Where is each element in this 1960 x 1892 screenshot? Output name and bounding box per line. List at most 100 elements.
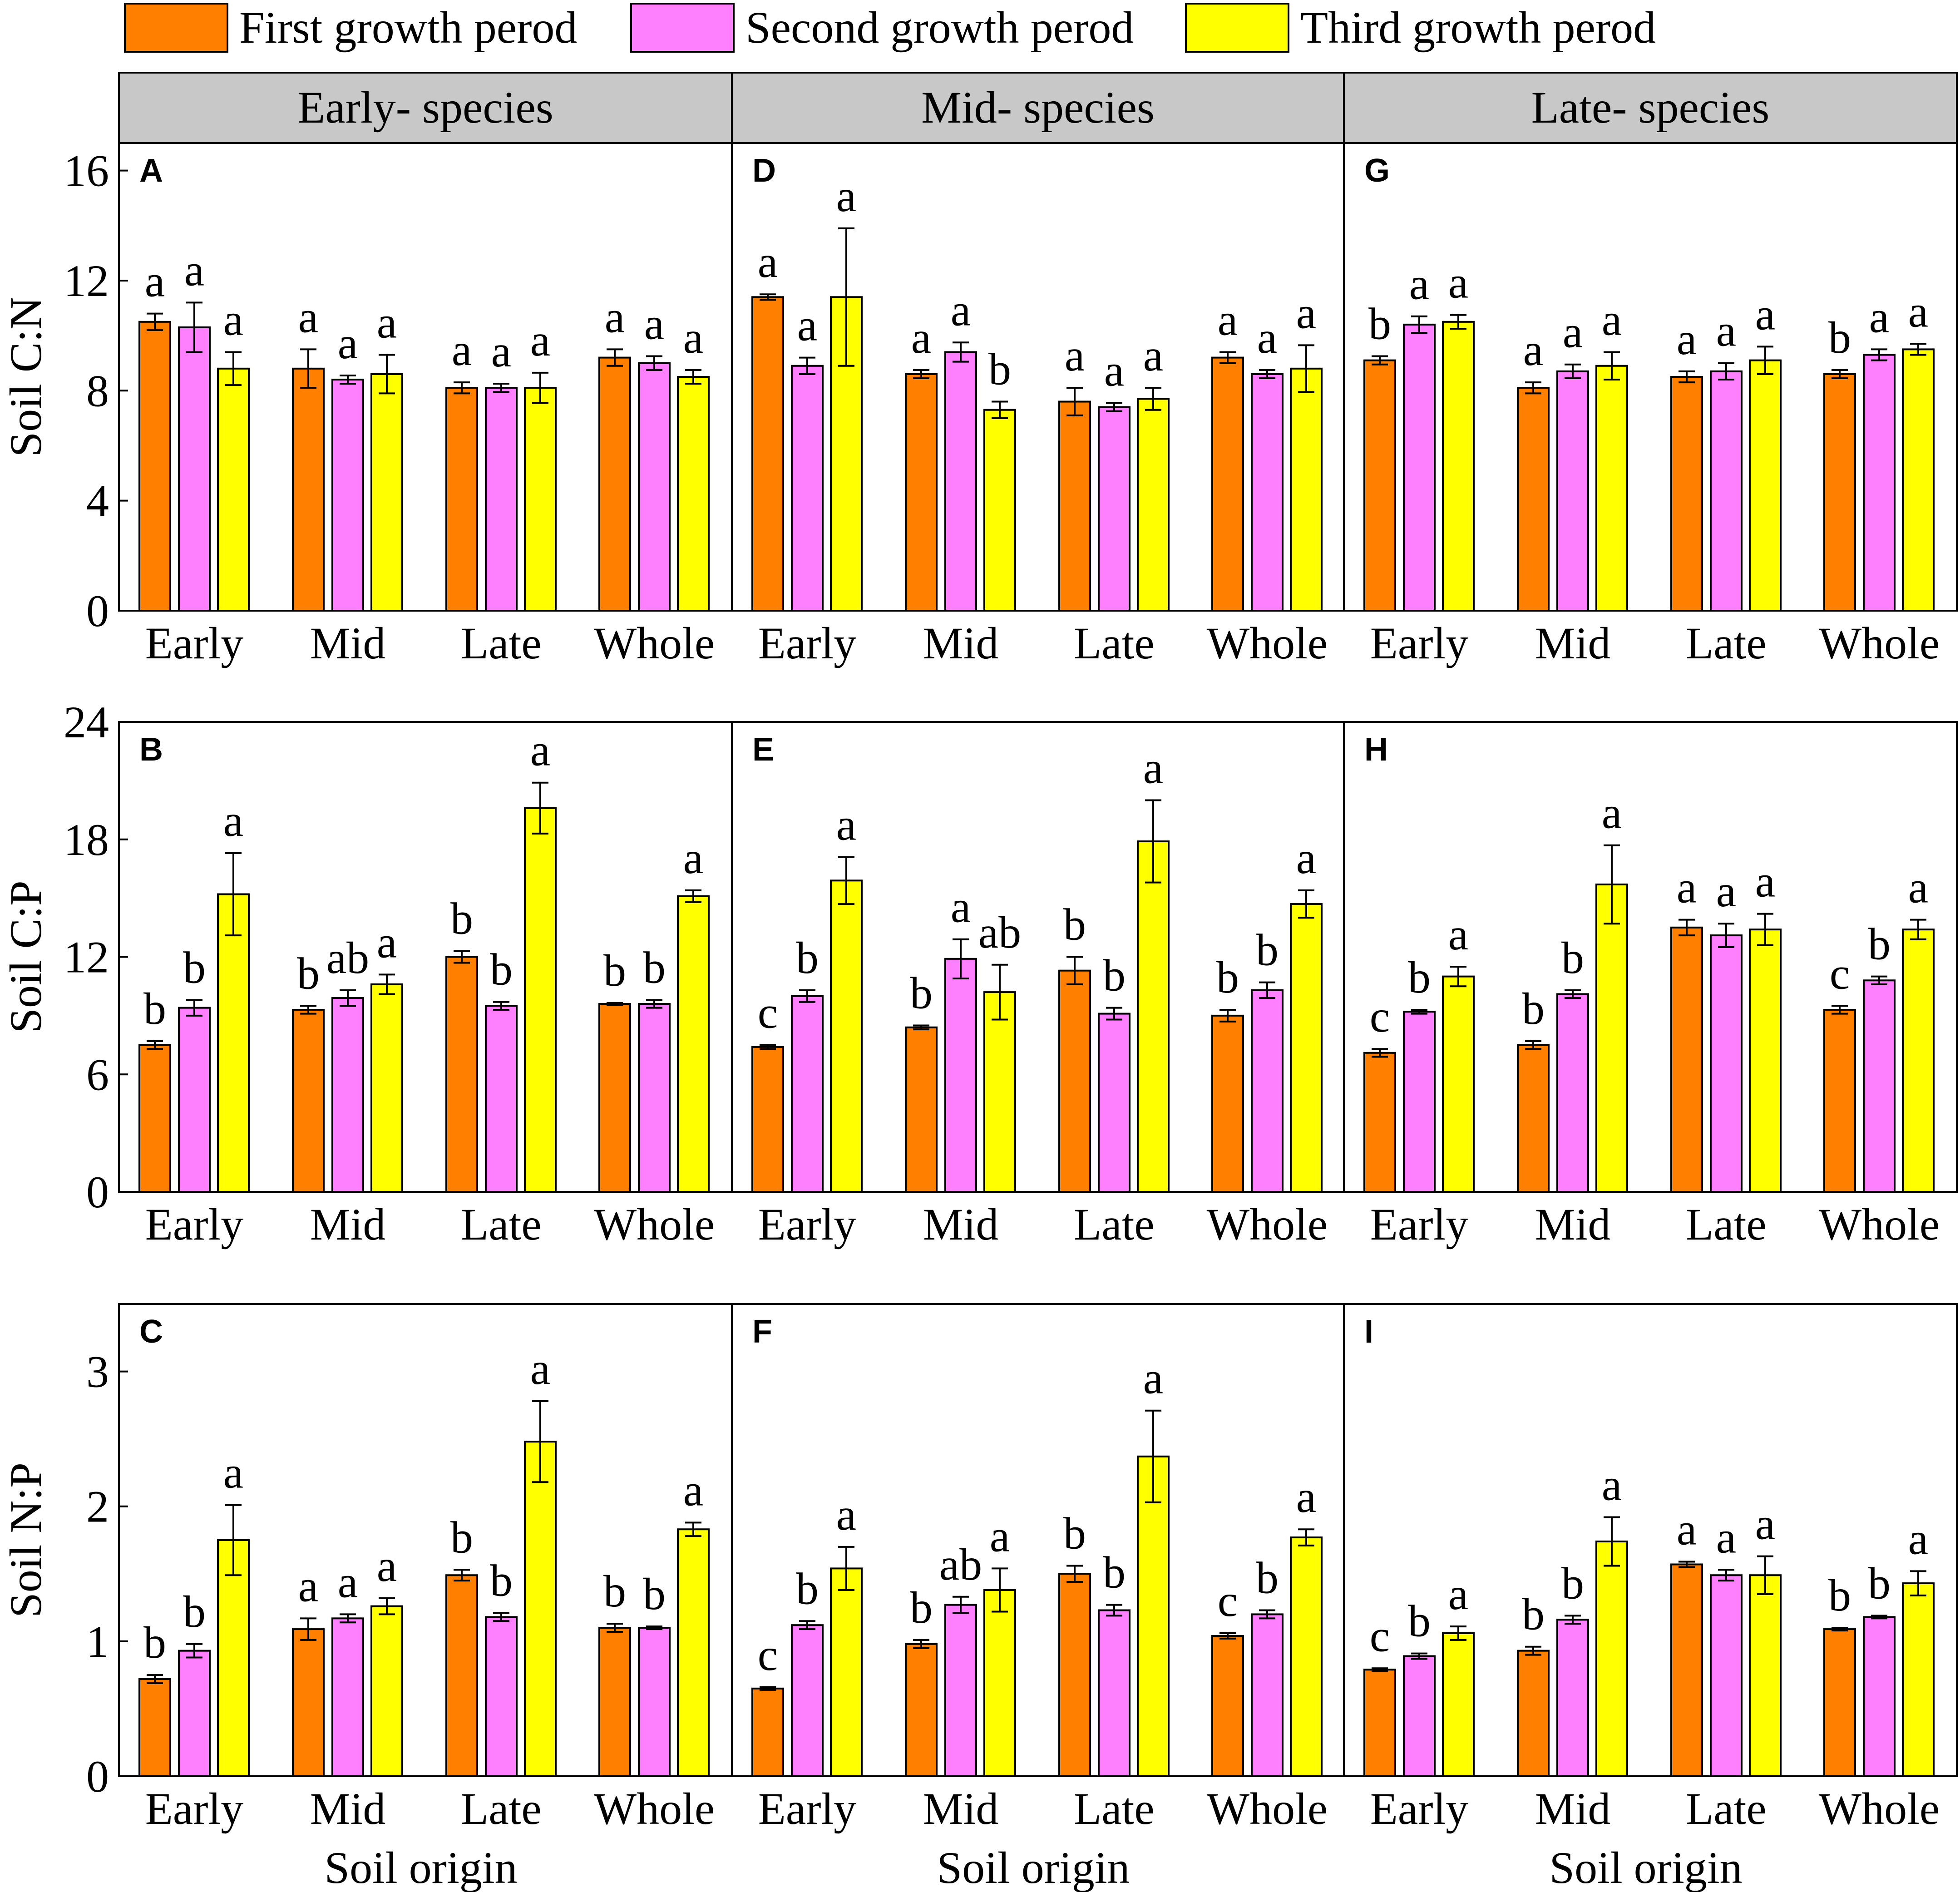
x-tick-label: Late [1686,618,1767,668]
column-header-bg [731,72,1345,144]
bar [524,807,557,1193]
bar [1251,1613,1284,1777]
y-axis-label: Soil N:P [0,1462,51,1618]
y-tick-label: 24 [64,697,109,747]
bar [178,1650,211,1778]
panel-letter: A [139,153,163,189]
significance-letter: b [1408,952,1431,1003]
significance-letter: a [1602,788,1622,838]
significance-letter: a [1677,1504,1697,1555]
bar [524,1441,557,1777]
bar [1823,1008,1856,1193]
significance-letter: a [452,325,472,375]
significance-letter: b [1256,925,1279,975]
bar [830,1567,863,1777]
x-tick-label: Mid [1535,1199,1611,1250]
significance-letter: b [1522,1589,1545,1640]
panel-letter: C [139,1314,163,1350]
bar [1098,406,1131,612]
significance-letter: c [758,1630,778,1680]
bar-group: bba [1211,833,1323,1193]
significance-letter: a [1716,866,1736,916]
bar [217,1539,250,1777]
x-tick-label: Early [758,618,857,668]
bar [944,958,977,1193]
significance-letter: a [1218,294,1238,345]
bar [751,1046,784,1193]
legend-label: Third growth perod [1300,2,1656,53]
bar-group: bba [1517,788,1628,1193]
bar [1863,979,1896,1193]
legend-item: First growth perod [124,2,577,53]
significance-letter: a [644,299,664,349]
column-header: Mid- species [731,72,1345,144]
significance-letter: a [145,256,165,306]
significance-letter: b [183,942,206,993]
significance-letter: a [530,725,550,776]
significance-letter: a [1523,325,1543,375]
bar [445,387,478,612]
bar [485,1616,518,1777]
bar [1290,1536,1323,1777]
bar [1749,929,1782,1193]
bar [1363,1052,1396,1193]
significance-letter: a [758,237,778,287]
significance-letter: a [951,285,971,335]
significance-letter: b [643,942,666,993]
significance-letter: a [990,1511,1010,1561]
x-tick-label: Late [461,618,542,668]
x-tick-label: Late [461,1199,542,1250]
significance-letter: b [490,1555,513,1605]
bar [751,296,784,612]
bar [1442,1632,1475,1777]
x-tick-label: Whole [594,618,715,668]
significance-letter: b [143,983,166,1034]
significance-letter: a [1908,286,1928,336]
y-tick-label: 12 [64,256,109,306]
plot-frame [1343,721,1958,1193]
bar-group: bba [138,1447,250,1778]
significance-letter: ab [326,933,369,983]
bar [1556,370,1589,612]
significance-letter: a [1716,1512,1736,1562]
bar [1137,1455,1170,1778]
bar [1595,365,1628,612]
significance-letter: c [1218,1576,1238,1626]
x-tick-label: Mid [1535,1783,1611,1834]
significance-letter: a [1448,1569,1468,1619]
bar-group: cb a [751,800,863,1193]
bar [485,1005,518,1193]
bar [370,373,403,612]
significance-letter: a [683,312,703,363]
bar [1710,1574,1743,1777]
significance-letter: a [338,1556,358,1607]
y-tick-label: 18 [64,815,109,865]
column-header-label: Mid- species [921,82,1155,133]
y-tick-label: 8 [86,366,109,416]
x-tick-label: Mid [923,1783,999,1834]
significance-letter: a [530,1344,550,1394]
bar [178,1007,211,1193]
significance-letter: b [796,933,819,983]
x-tick-label: Whole [1819,1199,1940,1250]
significance-letter: a [377,297,397,348]
bar [1595,1540,1628,1777]
y-tick-label: 0 [86,1167,109,1217]
x-tick-label: Whole [1207,618,1328,668]
significance-letter: a [184,245,204,295]
y-tick-label: 0 [86,1751,109,1802]
significance-letter: c [758,988,778,1038]
y-tick-label: 1 [86,1616,109,1667]
